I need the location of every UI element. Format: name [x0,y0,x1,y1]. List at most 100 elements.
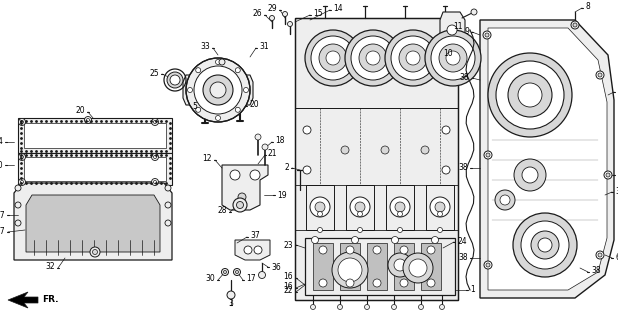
Ellipse shape [167,72,183,88]
Circle shape [366,51,380,65]
Text: 36: 36 [271,262,281,271]
Text: 35: 35 [617,87,618,97]
Circle shape [315,202,325,212]
Circle shape [186,58,250,122]
Circle shape [359,44,387,72]
Circle shape [385,30,441,86]
Circle shape [153,121,156,124]
Circle shape [357,212,363,217]
Text: 10: 10 [443,49,453,58]
Circle shape [508,73,552,117]
Polygon shape [295,18,458,300]
Circle shape [244,246,252,254]
Text: 1: 1 [470,285,475,294]
Text: 31: 31 [259,42,269,51]
Text: 8: 8 [585,2,590,11]
Circle shape [151,154,158,161]
Text: 15: 15 [313,9,323,18]
Circle shape [488,53,572,137]
Circle shape [435,202,445,212]
Circle shape [303,126,311,134]
Circle shape [326,51,340,65]
Circle shape [19,179,25,186]
Text: 32: 32 [45,262,55,271]
Polygon shape [235,240,270,260]
Circle shape [438,212,442,217]
Polygon shape [367,243,387,290]
Circle shape [224,270,227,274]
Text: 20: 20 [0,161,3,170]
Circle shape [233,198,247,212]
Circle shape [531,231,559,259]
Polygon shape [8,292,38,308]
Circle shape [19,118,25,125]
Circle shape [216,60,221,65]
Circle shape [319,44,347,72]
Circle shape [203,75,233,105]
Circle shape [484,261,492,269]
Circle shape [303,166,311,174]
Circle shape [596,71,604,79]
Polygon shape [305,238,455,295]
Circle shape [598,253,602,257]
Circle shape [151,179,158,186]
Text: 19: 19 [277,190,287,199]
Circle shape [442,126,450,134]
Circle shape [486,153,490,157]
Text: 22: 22 [284,286,293,295]
Circle shape [15,220,21,226]
Circle shape [431,36,475,80]
Text: 16: 16 [284,272,293,281]
Circle shape [521,221,569,269]
Text: 18: 18 [275,136,284,145]
Circle shape [391,236,399,244]
Polygon shape [14,183,172,260]
Circle shape [403,253,433,283]
Text: 23: 23 [284,241,293,250]
Text: 25: 25 [150,69,159,78]
Circle shape [430,197,450,217]
Circle shape [355,202,365,212]
Circle shape [250,170,260,180]
Text: 38: 38 [459,74,469,83]
Text: 12: 12 [203,154,212,163]
Text: 38: 38 [459,253,468,262]
Text: 26: 26 [252,9,262,18]
Circle shape [196,68,201,73]
Circle shape [431,236,439,244]
Circle shape [85,116,91,124]
Circle shape [255,134,261,140]
Circle shape [194,66,242,114]
Circle shape [438,228,442,233]
Circle shape [305,30,361,86]
Circle shape [258,271,266,278]
Text: FR.: FR. [42,295,59,305]
Text: 33: 33 [200,42,210,51]
Circle shape [390,197,410,217]
Circle shape [153,180,156,183]
Circle shape [216,116,221,121]
Circle shape [151,118,158,125]
Polygon shape [306,185,334,230]
Circle shape [538,238,552,252]
Circle shape [346,279,354,287]
Circle shape [254,246,262,254]
Text: 5: 5 [192,102,197,111]
Circle shape [15,185,21,191]
Text: 24: 24 [457,237,467,246]
Polygon shape [222,165,268,210]
Polygon shape [24,157,166,181]
Circle shape [210,82,226,98]
Text: 27: 27 [0,211,5,220]
Circle shape [196,107,201,112]
Circle shape [381,146,389,154]
Circle shape [87,118,90,122]
Circle shape [230,170,240,180]
Polygon shape [480,20,614,298]
Circle shape [357,228,363,233]
Circle shape [425,30,481,86]
Circle shape [373,246,381,254]
Circle shape [418,305,423,309]
Circle shape [243,87,248,92]
Polygon shape [488,28,607,290]
